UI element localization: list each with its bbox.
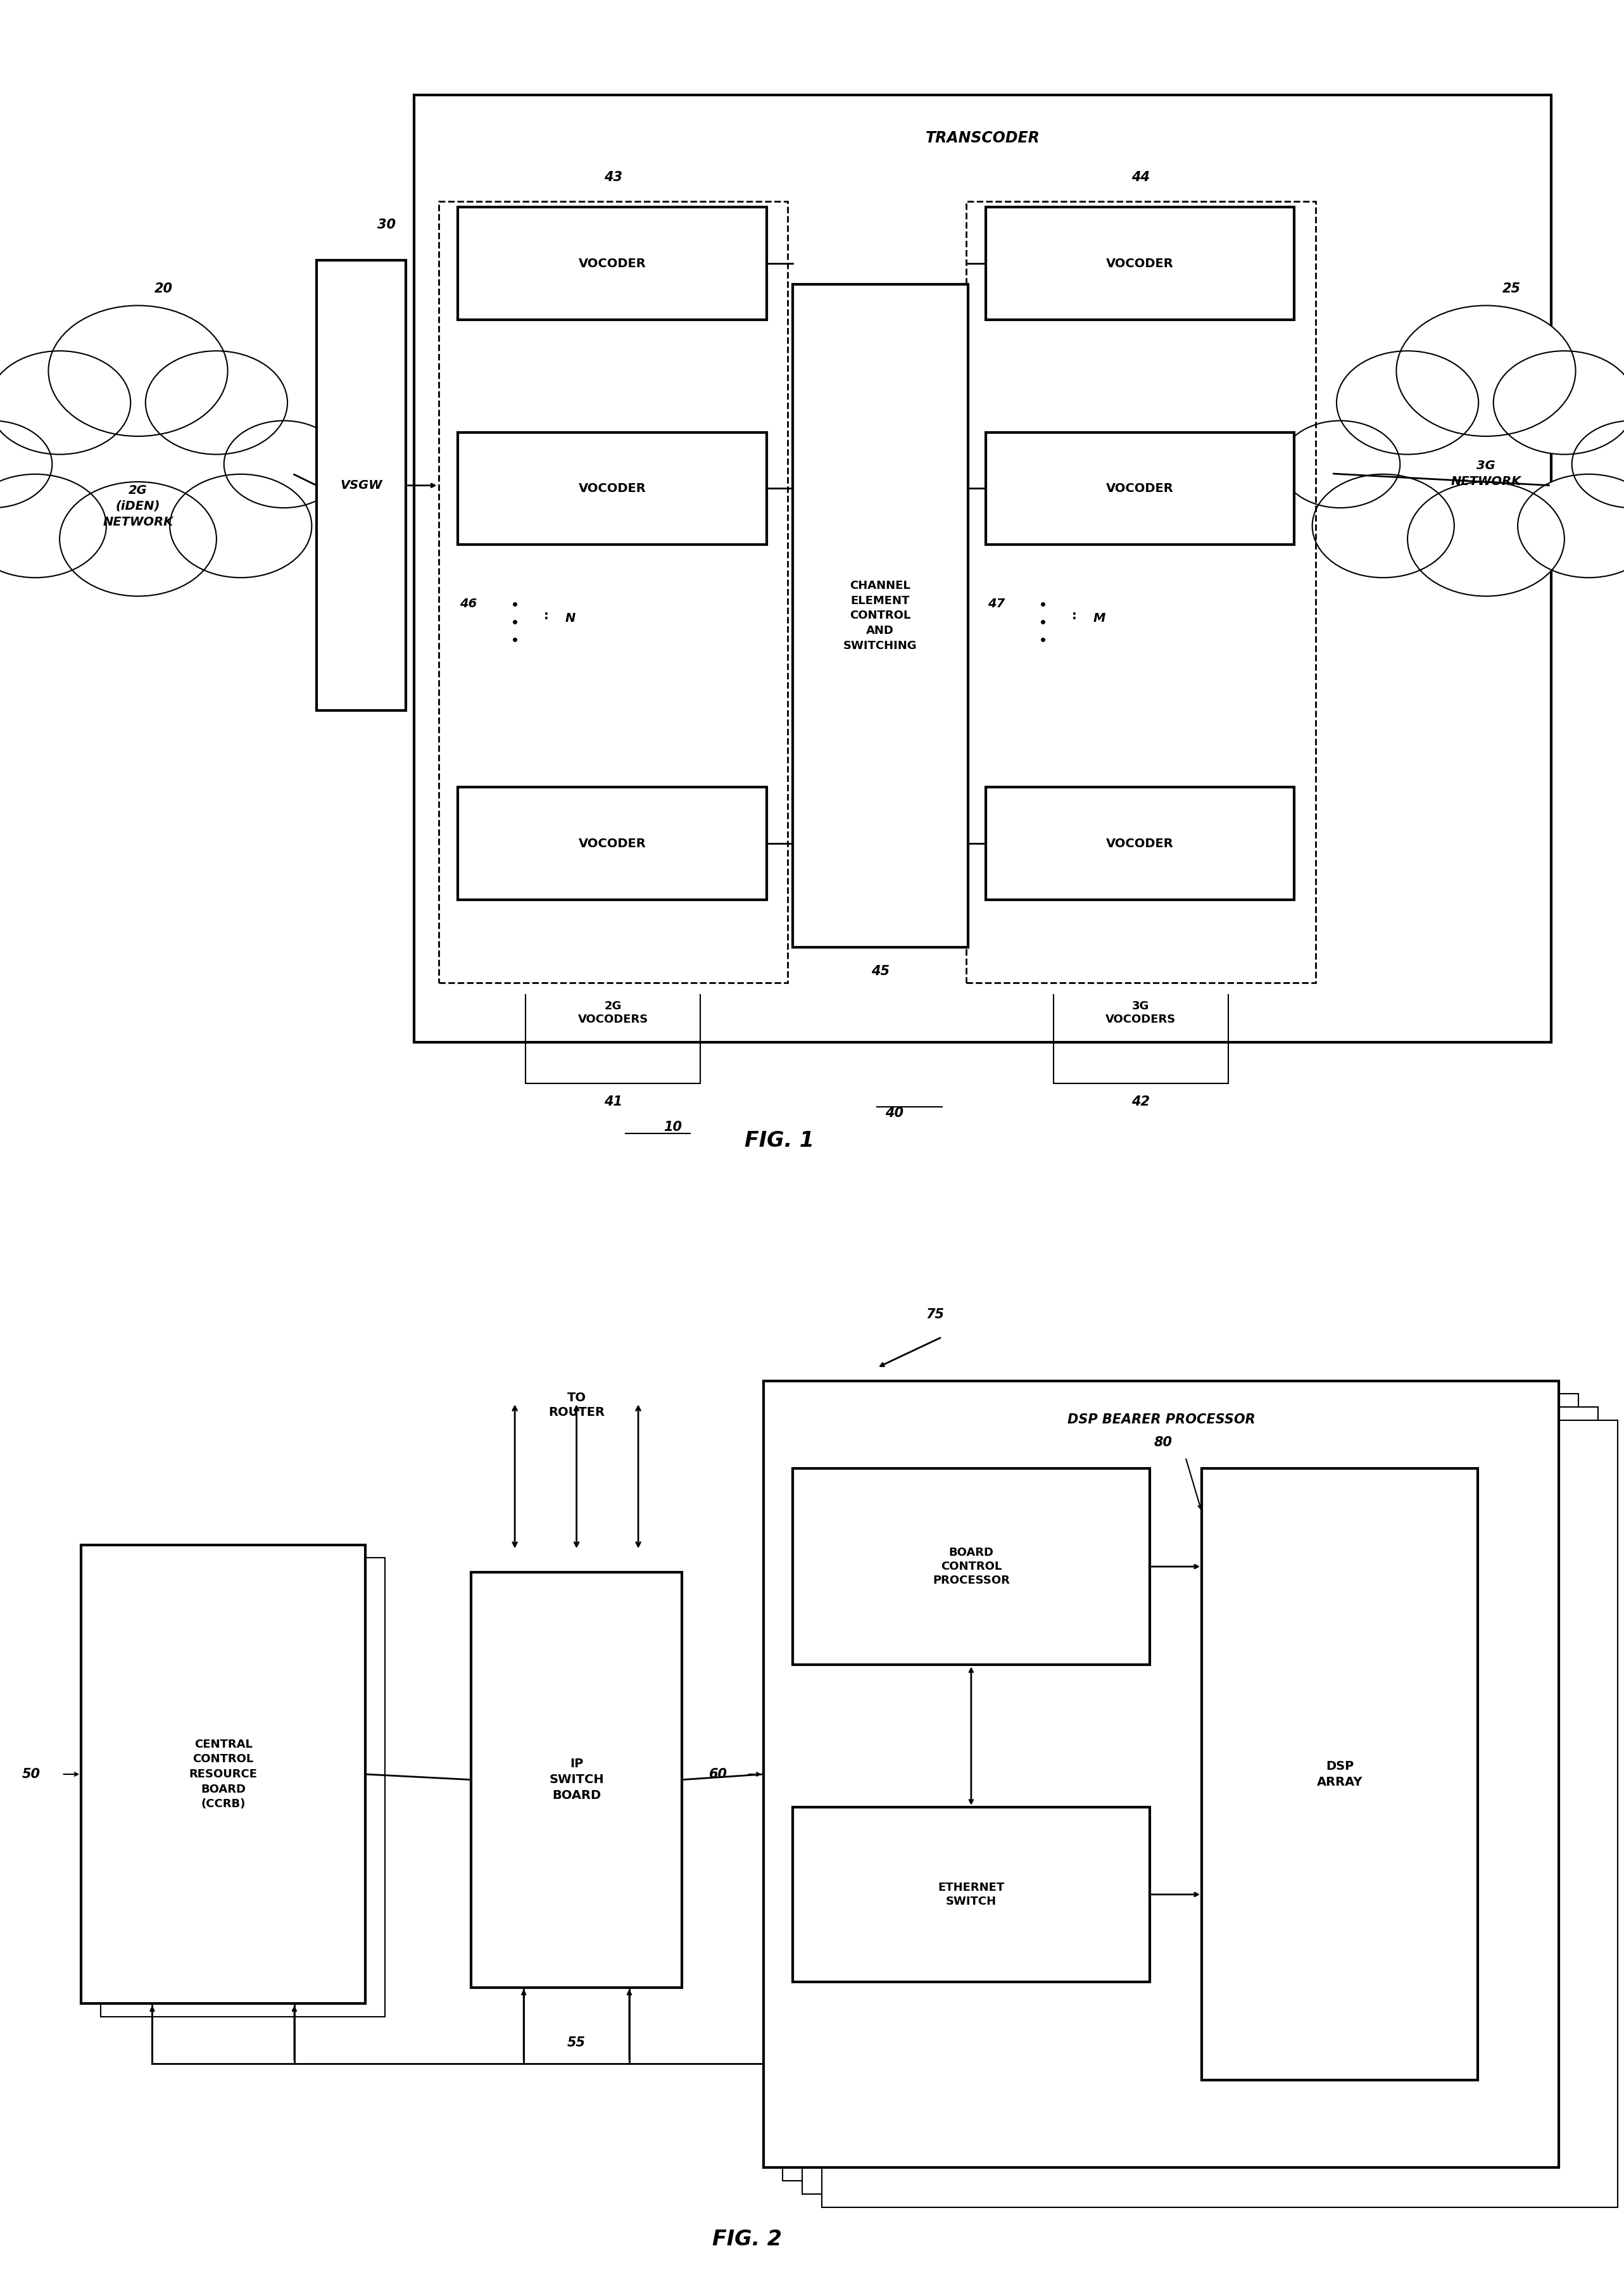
Text: VOCODER: VOCODER [1106,257,1174,269]
Text: ETHERNET
SWITCH: ETHERNET SWITCH [937,1881,1005,1908]
Text: 3G
VOCODERS: 3G VOCODERS [1106,1000,1176,1025]
Text: :: : [544,610,549,622]
FancyBboxPatch shape [966,200,1315,984]
Circle shape [1312,474,1453,578]
FancyBboxPatch shape [793,1808,1150,1981]
Text: CENTRAL
CONTROL
RESOURCE
BOARD
(CCRB): CENTRAL CONTROL RESOURCE BOARD (CCRB) [188,1740,258,1810]
Circle shape [1280,421,1400,508]
Text: TRANSCODER: TRANSCODER [926,130,1039,146]
Text: FIG. 1: FIG. 1 [745,1129,814,1150]
Text: VSGW: VSGW [341,480,382,492]
FancyBboxPatch shape [414,96,1551,1043]
Text: 30: 30 [377,219,396,230]
Text: 80: 80 [1155,1437,1173,1448]
Text: BOARD
CONTROL
PROCESSOR: BOARD CONTROL PROCESSOR [932,1546,1010,1587]
Text: M: M [1093,613,1106,624]
Text: 3G
NETWORK: 3G NETWORK [1450,460,1522,487]
FancyBboxPatch shape [822,1421,1618,2206]
FancyBboxPatch shape [986,207,1294,319]
Text: DSP BEARER PROCESSOR: DSP BEARER PROCESSOR [1067,1414,1255,1425]
Circle shape [1518,474,1624,578]
Text: 2G
VOCODERS: 2G VOCODERS [578,1000,648,1025]
Text: 10: 10 [664,1120,682,1134]
FancyBboxPatch shape [101,1557,385,2017]
FancyBboxPatch shape [458,207,767,319]
FancyBboxPatch shape [763,1380,1559,2168]
FancyBboxPatch shape [986,788,1294,899]
FancyBboxPatch shape [458,433,767,544]
Text: 20: 20 [154,282,172,296]
Text: 50: 50 [23,1767,41,1781]
Text: 60: 60 [710,1767,728,1781]
Text: VOCODER: VOCODER [1106,483,1174,494]
Text: IP
SWITCH
BOARD: IP SWITCH BOARD [549,1758,604,1801]
Circle shape [1337,351,1478,455]
Circle shape [49,305,227,437]
Circle shape [1494,351,1624,455]
Circle shape [1408,483,1564,597]
Text: 75: 75 [926,1307,944,1321]
FancyBboxPatch shape [802,1407,1598,2195]
Circle shape [1572,421,1624,508]
Circle shape [224,421,343,508]
Text: 55: 55 [567,2036,586,2049]
Text: 46: 46 [460,599,477,610]
Text: 43: 43 [604,171,622,184]
Circle shape [1397,305,1575,437]
Text: 40: 40 [885,1107,903,1120]
Text: 45: 45 [870,965,890,977]
FancyBboxPatch shape [783,1394,1579,2181]
Text: VOCODER: VOCODER [578,483,646,494]
Circle shape [0,474,106,578]
FancyBboxPatch shape [438,200,788,984]
FancyBboxPatch shape [81,1544,365,2004]
Text: DSP
ARRAY: DSP ARRAY [1317,1760,1363,1787]
Text: 44: 44 [1132,171,1150,184]
Text: 25: 25 [1502,282,1520,296]
FancyBboxPatch shape [471,1571,682,1988]
Text: 47: 47 [987,599,1005,610]
Circle shape [60,483,216,597]
Text: N: N [565,613,575,624]
Circle shape [171,474,312,578]
FancyBboxPatch shape [317,260,406,710]
Text: VOCODER: VOCODER [1106,838,1174,849]
Text: :: : [1072,610,1077,622]
Text: 41: 41 [604,1095,622,1109]
Text: VOCODER: VOCODER [578,257,646,269]
FancyBboxPatch shape [793,1469,1150,1664]
FancyBboxPatch shape [1202,1469,1478,2081]
FancyBboxPatch shape [986,433,1294,544]
FancyBboxPatch shape [793,285,968,947]
Text: 42: 42 [1132,1095,1150,1109]
Circle shape [146,351,287,455]
FancyBboxPatch shape [458,788,767,899]
Text: VOCODER: VOCODER [578,838,646,849]
Text: CHANNEL
ELEMENT
CONTROL
AND
SWITCHING: CHANNEL ELEMENT CONTROL AND SWITCHING [843,581,918,651]
Circle shape [0,351,130,455]
Text: TO
ROUTER: TO ROUTER [549,1391,604,1419]
Text: 2G
(iDEN)
NETWORK: 2G (iDEN) NETWORK [102,485,174,528]
Circle shape [0,421,52,508]
Text: FIG. 2: FIG. 2 [713,2229,781,2250]
